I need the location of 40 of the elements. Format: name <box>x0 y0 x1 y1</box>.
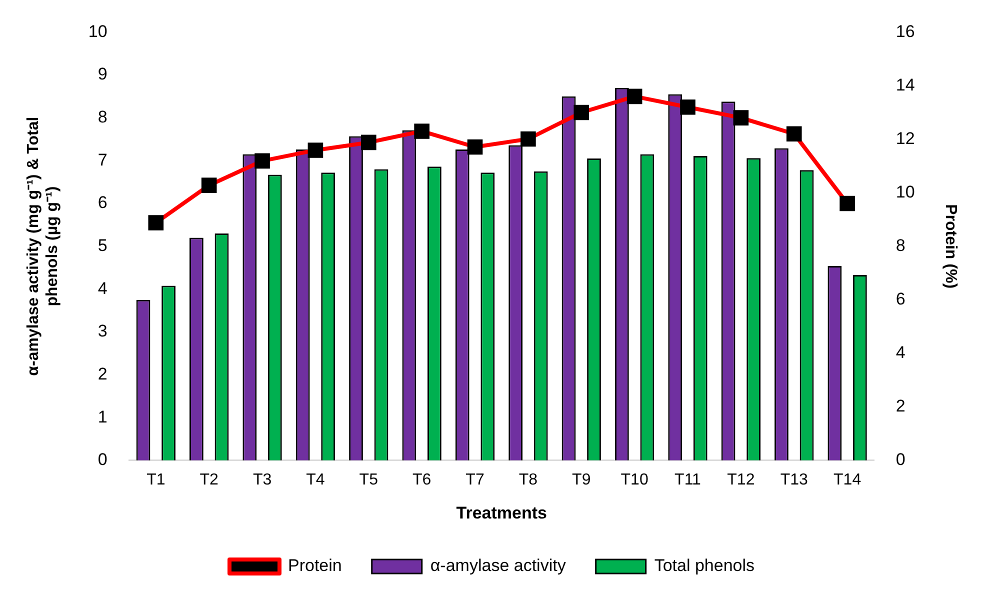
y2-tick-label: 8 <box>896 236 906 255</box>
y-tick-label: 7 <box>98 150 108 170</box>
x-tick-label: T14 <box>834 471 862 488</box>
y2-tick-label: 0 <box>896 450 906 470</box>
x-tick-label: T3 <box>252 471 272 488</box>
y-tick-label: 10 <box>88 22 108 41</box>
x-tick-label: T8 <box>518 471 538 488</box>
x-axis-title: Treatments <box>456 503 547 522</box>
y-tick-label: 9 <box>98 64 108 84</box>
y-tick-label: 6 <box>98 193 108 212</box>
x-tick-label: T9 <box>572 471 591 488</box>
y-tick-label: 8 <box>98 108 108 127</box>
y2-tick-label: 10 <box>896 182 915 202</box>
y2-tick-label: 6 <box>896 290 906 309</box>
x-tick-label: T4 <box>306 471 325 488</box>
y-tick-label: 2 <box>98 364 108 384</box>
x-tick-label: T1 <box>146 471 166 488</box>
y2-tick-label: 14 <box>896 75 915 94</box>
x-tick-label: T6 <box>412 471 432 488</box>
x-tick-label: T13 <box>780 471 808 488</box>
y-tick-label: 1 <box>98 407 108 426</box>
legend-label: Total phenols <box>654 556 755 576</box>
y2-tick-label: 2 <box>896 396 906 416</box>
x-tick-label: T2 <box>200 471 219 488</box>
x-tick-label: T10 <box>620 471 648 488</box>
y-tick-label: 4 <box>98 278 108 298</box>
x-tick-label: T5 <box>359 471 378 488</box>
y-axis-title: α-amylase activity (mg g⁻¹) & Total phenols (µg g⁻¹) <box>25 116 62 376</box>
x-tick-label: T11 <box>674 471 702 488</box>
y2-tick-label: 12 <box>896 128 915 148</box>
legend-label: Protein <box>288 556 342 576</box>
y2-tick-label: 16 <box>896 22 915 41</box>
y2-axis-title: Protein (%) <box>942 204 959 289</box>
y-tick-label: 5 <box>98 236 108 255</box>
x-tick-label: T7 <box>466 471 484 488</box>
y-tick-label: 0 <box>98 450 108 470</box>
y-tick-label: 3 <box>98 322 108 341</box>
x-tick-label: T12 <box>727 471 755 488</box>
y2-tick-label: 4 <box>896 343 906 362</box>
legend-label: α-amylase activity <box>430 556 566 576</box>
